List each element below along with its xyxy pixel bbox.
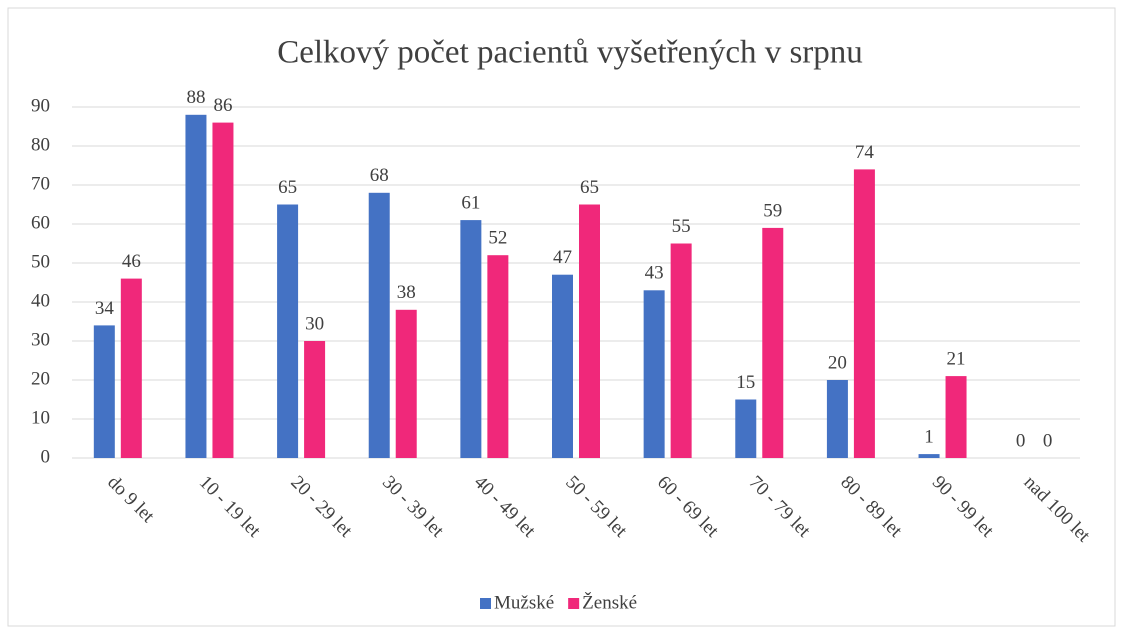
- data-label: 86: [213, 95, 232, 116]
- y-tick-label: 0: [41, 446, 51, 467]
- y-tick-label: 60: [31, 212, 50, 233]
- y-tick-label: 10: [31, 407, 50, 428]
- data-label: 30: [305, 313, 324, 334]
- legend-swatch: [480, 598, 491, 609]
- bar: [735, 399, 757, 458]
- bar: [185, 114, 207, 459]
- chart-title: Celkový počet pacientů vyšetřených v srp…: [277, 35, 863, 71]
- legend-swatch: [568, 598, 580, 609]
- data-label: 20: [828, 352, 847, 373]
- data-label: 0: [1043, 430, 1053, 451]
- data-label: 65: [580, 177, 599, 198]
- data-label: 1: [924, 426, 934, 447]
- bar: [304, 341, 326, 458]
- data-label: 74: [855, 142, 875, 163]
- data-label: 61: [461, 192, 480, 213]
- data-label: 43: [645, 263, 664, 284]
- data-label: 68: [370, 165, 389, 186]
- bar: [643, 290, 665, 458]
- data-label: 46: [122, 251, 141, 272]
- bar: [918, 454, 940, 458]
- data-label: 55: [672, 216, 691, 237]
- bar: [945, 376, 967, 458]
- data-label: 15: [736, 372, 755, 393]
- data-label: 88: [186, 87, 205, 108]
- y-tick-label: 30: [31, 329, 50, 350]
- data-label: 0: [1016, 430, 1026, 451]
- data-label: 34: [95, 298, 115, 319]
- bar: [120, 278, 142, 458]
- bar: [395, 309, 417, 458]
- y-tick-label: 70: [31, 173, 50, 194]
- bar: [579, 204, 600, 458]
- bar: [368, 192, 390, 459]
- y-tick-label: 20: [31, 368, 50, 389]
- bar: [460, 220, 482, 458]
- bar: [552, 274, 573, 458]
- y-tick-label: 40: [31, 290, 50, 311]
- bar: [853, 169, 875, 458]
- data-label: 21: [947, 348, 966, 369]
- data-label: 38: [397, 282, 416, 303]
- bar: [277, 204, 299, 458]
- data-label: 59: [763, 200, 782, 221]
- data-label: 52: [488, 228, 507, 249]
- bar: [670, 243, 692, 458]
- legend-label: Ženské: [582, 591, 637, 613]
- bar: [487, 255, 509, 458]
- data-label: 47: [553, 247, 572, 268]
- bar: [762, 227, 784, 458]
- bar: [826, 380, 848, 458]
- bar: [93, 325, 115, 458]
- bar: [212, 122, 234, 458]
- y-tick-label: 50: [31, 251, 50, 272]
- y-tick-label: 90: [31, 95, 50, 116]
- legend-label: Mužské: [494, 592, 554, 613]
- data-label: 65: [278, 177, 297, 198]
- y-tick-label: 80: [31, 134, 50, 155]
